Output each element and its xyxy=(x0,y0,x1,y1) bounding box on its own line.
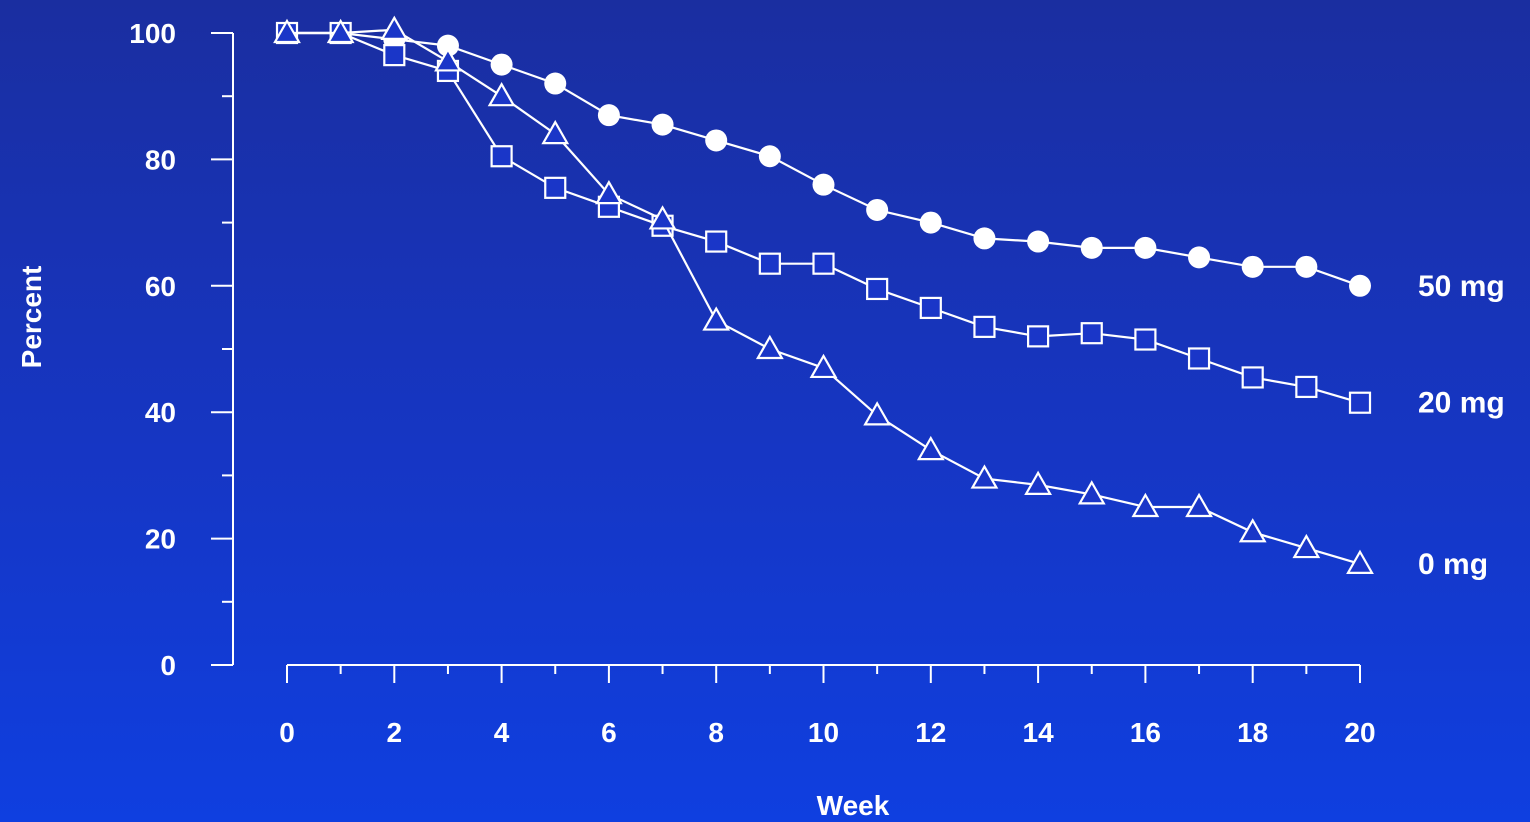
data-point xyxy=(702,306,731,331)
data-point xyxy=(651,113,674,136)
data-point xyxy=(919,211,942,234)
data-point xyxy=(1346,549,1374,574)
data-point xyxy=(490,53,513,76)
x-axis-title: Week xyxy=(817,790,890,821)
data-point xyxy=(1349,274,1371,297)
data-point xyxy=(1027,230,1050,253)
series-20-mg: 20 mg xyxy=(275,21,1505,420)
data-point xyxy=(490,145,513,168)
data-point xyxy=(705,230,728,253)
data-point xyxy=(595,179,623,205)
x-tick-label: 8 xyxy=(708,717,724,748)
y-tick-label: 60 xyxy=(145,271,176,302)
data-point xyxy=(597,104,620,127)
y-tick-label: 0 xyxy=(160,650,176,681)
data-point xyxy=(1188,246,1211,269)
series-0-mg: 0 mg xyxy=(273,15,1488,581)
data-point xyxy=(1026,325,1050,348)
data-point xyxy=(648,205,677,230)
data-point xyxy=(1238,518,1267,543)
data-point xyxy=(973,227,996,250)
x-tick-label: 0 xyxy=(279,717,295,748)
y-tick-label: 100 xyxy=(129,18,176,49)
data-point xyxy=(809,353,838,379)
data-point xyxy=(758,145,781,168)
x-tick-label: 6 xyxy=(601,717,617,748)
data-point xyxy=(544,176,567,199)
data-point xyxy=(1295,375,1318,399)
series-label: 0 mg xyxy=(1418,548,1488,581)
y-tick-label: 20 xyxy=(145,524,176,555)
x-tick-label: 2 xyxy=(387,717,403,748)
data-point xyxy=(1134,328,1157,351)
data-point xyxy=(434,47,462,72)
series-line xyxy=(287,31,1361,404)
series-50-mg: 50 mg xyxy=(276,22,1505,303)
data-point xyxy=(705,129,728,152)
y-axis-title: Percent xyxy=(16,266,47,369)
x-tick-label: 4 xyxy=(494,717,510,748)
data-point xyxy=(1134,236,1157,259)
data-point xyxy=(812,252,835,275)
data-point xyxy=(916,435,945,461)
data-point xyxy=(755,334,784,360)
data-point xyxy=(1077,480,1106,505)
x-tick-label: 20 xyxy=(1344,717,1375,748)
data-point xyxy=(1187,347,1211,370)
data-point xyxy=(1080,322,1103,345)
x-tick-label: 16 xyxy=(1130,717,1161,748)
data-point xyxy=(866,198,889,221)
y-axis: 0 20 40 60 80 100 xyxy=(129,18,234,681)
data-point xyxy=(812,173,835,196)
data-point xyxy=(1241,366,1264,389)
data-point xyxy=(970,464,999,489)
data-point xyxy=(436,34,459,57)
x-tick-label: 10 xyxy=(808,717,839,748)
data-point xyxy=(758,252,781,275)
x-tick-label: 12 xyxy=(915,717,946,748)
series-label: 20 mg xyxy=(1418,387,1505,420)
x-tick-label: 14 xyxy=(1023,717,1055,748)
x-axis: 0 2 4 6 8 10 12 14 16 18 20 xyxy=(279,664,1376,748)
data-point xyxy=(1131,492,1160,518)
series-line xyxy=(287,28,1361,565)
data-point xyxy=(383,44,406,67)
data-point xyxy=(1024,470,1052,495)
data-point xyxy=(541,119,570,145)
y-tick-label: 80 xyxy=(145,144,176,175)
data-point xyxy=(973,315,996,338)
data-point xyxy=(1080,236,1103,259)
data-point xyxy=(380,15,409,40)
y-tick-label: 40 xyxy=(145,397,176,428)
data-point xyxy=(919,296,942,320)
data-point xyxy=(544,72,567,95)
x-tick-label: 18 xyxy=(1237,717,1268,748)
data-point xyxy=(1241,255,1264,278)
data-point xyxy=(1185,492,1213,518)
series-label: 50 mg xyxy=(1418,270,1505,303)
data-point xyxy=(1292,533,1321,559)
data-point xyxy=(273,18,301,44)
series-layer: 50 mg 20 mg 0 mg xyxy=(273,15,1505,581)
data-point xyxy=(487,81,516,107)
data-point xyxy=(326,18,355,44)
data-point xyxy=(1295,255,1318,278)
data-point xyxy=(863,401,892,426)
data-point xyxy=(866,277,889,301)
data-point xyxy=(1348,391,1372,414)
